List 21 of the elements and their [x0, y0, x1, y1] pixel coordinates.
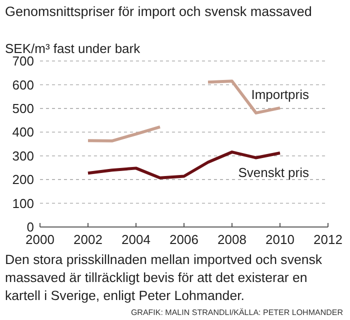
x-tick-label: 2000 [26, 232, 54, 247]
x-tick-label: 2006 [170, 232, 198, 247]
y-tick-label: 0 [26, 220, 34, 235]
y-tick-label: 400 [12, 124, 34, 140]
y-tick-label: 600 [12, 77, 34, 92]
y-tick-label: 700 [12, 54, 34, 69]
x-tick-label: 2002 [74, 232, 102, 247]
x-tick-label: 2008 [218, 232, 246, 247]
text: Den stora prisskillnaden mellan importved och svensk massaved är tillräckligt bevis för att det existerar en kartell i Sverige, enligt Peter Lohmander. [5, 252, 322, 303]
series-label: Importpris [251, 86, 310, 102]
x-tick-label: 2004 [122, 232, 150, 247]
y-tick-label: 500 [12, 100, 34, 116]
y-axis-title: SEK/m³ fast under bark [5, 41, 141, 56]
text: GRAFIK: MALIN STRANDLI/KÄLLA: PETER LOHMANDER [130, 308, 344, 317]
y-tick-label: 300 [12, 148, 34, 164]
series-label: Svenskt pris [238, 165, 310, 180]
y-tick-label: 200 [12, 172, 34, 188]
chart-title: Genomsnittspriser för import och svensk massaved [5, 4, 312, 19]
x-tick-label: 2012 [314, 232, 342, 247]
x-tick-label: 2010 [266, 232, 294, 247]
y-tick-label: 100 [12, 196, 34, 211]
